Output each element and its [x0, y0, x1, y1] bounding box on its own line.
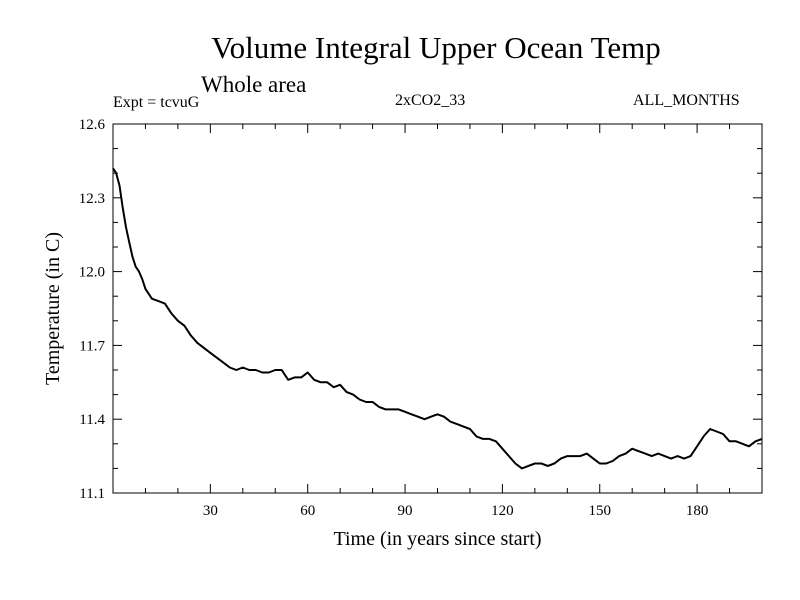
- y-tick-label: 12.6: [79, 117, 106, 133]
- y-tick-label: 12.3: [79, 191, 105, 207]
- x-tick-label: 150: [589, 503, 612, 519]
- y-tick-label: 11.7: [79, 338, 105, 354]
- experiment-label: Expt = tcvuG: [113, 94, 200, 111]
- series-line: [112, 167, 763, 470]
- y-axis-label: Temperature (in C): [42, 232, 64, 385]
- chart-title: Volume Integral Upper Ocean Temp: [211, 30, 661, 65]
- x-tick-label: 90: [398, 503, 413, 519]
- x-axis-label: Time (in years since start): [333, 528, 541, 550]
- x-tick-label: 60: [300, 503, 315, 519]
- axis-ticks: [113, 123, 762, 494]
- x-tick-label: 120: [491, 503, 514, 519]
- y-tick-label: 11.1: [79, 486, 105, 502]
- months-label: ALL_MONTHS: [633, 92, 740, 109]
- y-tick-label: 12.0: [79, 265, 105, 281]
- chart-subtitle: Whole area: [201, 72, 307, 97]
- plot-frame: [112, 123, 763, 494]
- run-label: 2xCO2_33: [395, 92, 466, 109]
- tick-labels: 30 60 90 120 150 180 11.1 11.4 11.7 12.0 12.3 12.6: [79, 117, 709, 519]
- x-tick-label: 180: [686, 503, 709, 519]
- x-tick-label: 30: [203, 503, 218, 519]
- y-tick-label: 11.4: [79, 412, 105, 428]
